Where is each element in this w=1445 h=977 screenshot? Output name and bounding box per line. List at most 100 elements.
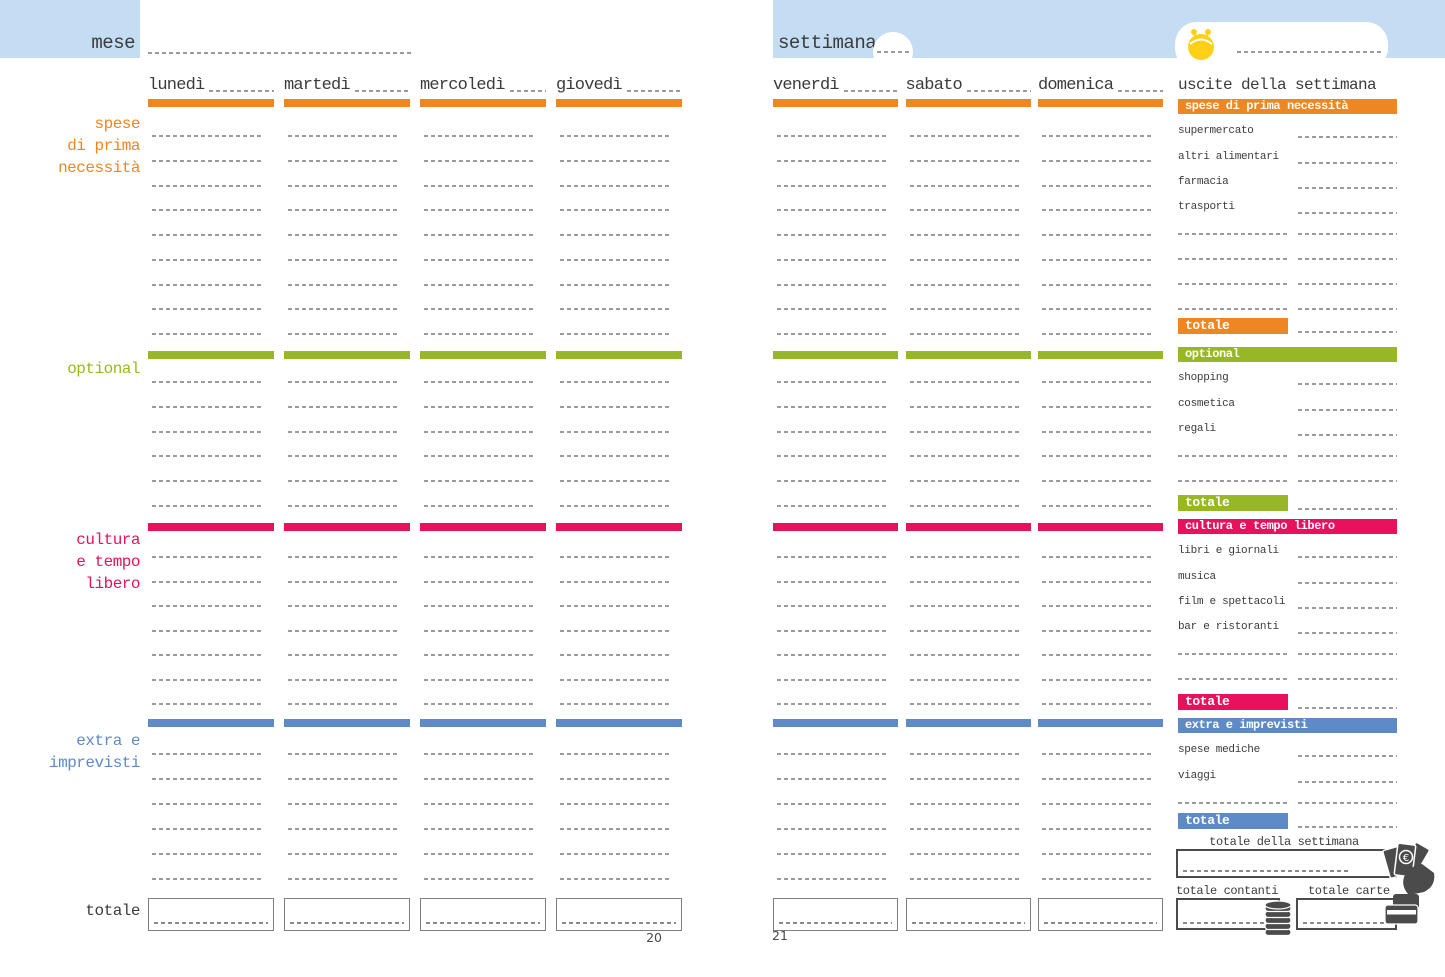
expense-write-line[interactable] xyxy=(288,753,398,755)
month-write-line[interactable] xyxy=(148,52,412,54)
expense-write-line[interactable] xyxy=(560,678,670,681)
summary-blank-value-line[interactable] xyxy=(1298,308,1397,310)
expense-write-line[interactable] xyxy=(777,405,886,408)
expense-write-line[interactable] xyxy=(152,159,262,162)
cash-total-write-line[interactable] xyxy=(1183,922,1273,924)
summary-blank-value-line[interactable] xyxy=(1298,233,1397,235)
expense-write-line[interactable] xyxy=(560,159,670,162)
expense-write-line[interactable] xyxy=(424,505,534,507)
expense-write-line[interactable] xyxy=(152,580,262,583)
expense-write-line[interactable] xyxy=(909,333,1019,335)
column-total-box[interactable] xyxy=(1038,898,1163,931)
expense-write-line[interactable] xyxy=(288,605,398,607)
expense-write-line[interactable] xyxy=(152,480,262,483)
expense-write-line[interactable] xyxy=(152,283,262,286)
expense-write-line[interactable] xyxy=(909,505,1019,507)
expense-write-line[interactable] xyxy=(1042,703,1151,705)
expense-write-line[interactable] xyxy=(288,828,398,830)
expense-write-line[interactable] xyxy=(560,308,670,311)
expense-write-line[interactable] xyxy=(909,430,1019,433)
total-write-line[interactable] xyxy=(779,922,892,924)
expense-write-line[interactable] xyxy=(560,853,670,855)
summary-blank-value-line[interactable] xyxy=(1298,678,1397,680)
expense-write-line[interactable] xyxy=(424,381,534,383)
expense-write-line[interactable] xyxy=(909,258,1019,261)
column-total-box[interactable] xyxy=(148,898,274,931)
expense-write-line[interactable] xyxy=(288,455,398,458)
summary-blank-value-line[interactable] xyxy=(1298,283,1397,285)
expense-write-line[interactable] xyxy=(152,209,262,212)
expense-write-line[interactable] xyxy=(1042,678,1151,681)
expense-write-line[interactable] xyxy=(424,184,534,187)
summary-total-value-line[interactable] xyxy=(1298,707,1397,709)
expense-write-line[interactable] xyxy=(560,333,670,335)
expense-write-line[interactable] xyxy=(777,381,886,383)
expense-write-line[interactable] xyxy=(288,135,398,137)
expense-write-line[interactable] xyxy=(1042,654,1151,656)
expense-write-line[interactable] xyxy=(777,556,886,558)
expense-write-line[interactable] xyxy=(777,654,886,656)
expense-write-line[interactable] xyxy=(909,480,1019,483)
expense-write-line[interactable] xyxy=(424,258,534,261)
expense-write-line[interactable] xyxy=(777,853,886,855)
expense-write-line[interactable] xyxy=(424,778,534,780)
expense-write-line[interactable] xyxy=(152,258,262,261)
expense-write-line[interactable] xyxy=(777,455,886,458)
expense-write-line[interactable] xyxy=(152,455,262,458)
expense-write-line[interactable] xyxy=(560,605,670,607)
summary-blank-value-line[interactable] xyxy=(1298,258,1397,260)
expense-write-line[interactable] xyxy=(909,605,1019,607)
expense-write-line[interactable] xyxy=(424,753,534,755)
expense-write-line[interactable] xyxy=(1042,308,1151,311)
expense-write-line[interactable] xyxy=(152,803,262,805)
expense-write-line[interactable] xyxy=(909,878,1019,880)
expense-write-line[interactable] xyxy=(424,308,534,311)
summary-item-value-line[interactable] xyxy=(1298,632,1397,634)
summary-blank-label-line[interactable] xyxy=(1178,308,1288,310)
expense-write-line[interactable] xyxy=(424,803,534,805)
expense-write-line[interactable] xyxy=(1042,580,1151,583)
expense-write-line[interactable] xyxy=(909,629,1019,632)
day-date-write-line[interactable] xyxy=(354,90,410,92)
expense-write-line[interactable] xyxy=(424,234,534,236)
expense-write-line[interactable] xyxy=(288,480,398,483)
expense-write-line[interactable] xyxy=(288,778,398,780)
expense-write-line[interactable] xyxy=(909,381,1019,383)
expense-write-line[interactable] xyxy=(152,556,262,558)
expense-write-line[interactable] xyxy=(424,135,534,137)
summary-blank-label-line[interactable] xyxy=(1178,455,1288,457)
expense-write-line[interactable] xyxy=(424,878,534,880)
expense-write-line[interactable] xyxy=(288,405,398,408)
expense-write-line[interactable] xyxy=(152,778,262,780)
expense-write-line[interactable] xyxy=(288,283,398,286)
total-write-line[interactable] xyxy=(562,922,676,924)
expense-write-line[interactable] xyxy=(560,405,670,408)
expense-write-line[interactable] xyxy=(777,283,886,286)
expense-write-line[interactable] xyxy=(909,654,1019,656)
expense-write-line[interactable] xyxy=(909,209,1019,212)
expense-write-line[interactable] xyxy=(909,803,1019,805)
expense-write-line[interactable] xyxy=(560,234,670,236)
summary-item-value-line[interactable] xyxy=(1298,607,1397,609)
expense-write-line[interactable] xyxy=(1042,209,1151,212)
expense-write-line[interactable] xyxy=(1042,803,1151,805)
expense-write-line[interactable] xyxy=(909,159,1019,162)
expense-write-line[interactable] xyxy=(909,853,1019,855)
summary-blank-label-line[interactable] xyxy=(1178,802,1288,804)
expense-write-line[interactable] xyxy=(1042,283,1151,286)
card-total-box[interactable] xyxy=(1296,898,1397,930)
expense-write-line[interactable] xyxy=(560,753,670,755)
expense-write-line[interactable] xyxy=(1042,853,1151,855)
summary-item-value-line[interactable] xyxy=(1298,187,1397,189)
column-total-box[interactable] xyxy=(773,898,898,931)
expense-write-line[interactable] xyxy=(1042,333,1151,335)
expense-write-line[interactable] xyxy=(288,308,398,311)
expense-write-line[interactable] xyxy=(288,333,398,335)
card-total-write-line[interactable] xyxy=(1303,922,1390,924)
expense-write-line[interactable] xyxy=(560,381,670,383)
expense-write-line[interactable] xyxy=(560,703,670,705)
summary-item-value-line[interactable] xyxy=(1298,162,1397,164)
expense-write-line[interactable] xyxy=(288,629,398,632)
column-total-box[interactable] xyxy=(905,898,1031,931)
expense-write-line[interactable] xyxy=(288,505,398,507)
